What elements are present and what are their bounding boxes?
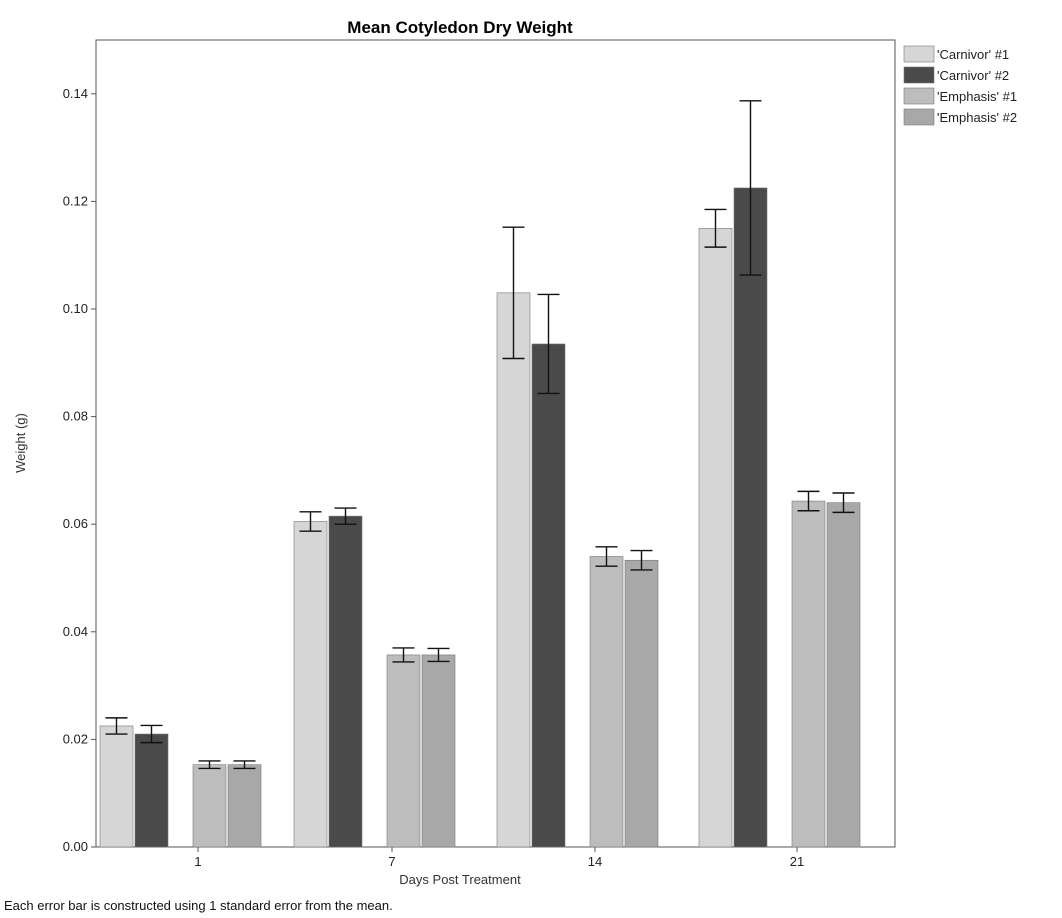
- y-axis: 0.00 0.02 0.04 0.06 0.08 0.10 0.12 0.14: [63, 86, 96, 854]
- plot-frame: [95, 39, 896, 848]
- y-tick-label: 0.14: [63, 86, 88, 101]
- bar: [99, 725, 134, 848]
- x-axis: 1 7 14 21: [194, 847, 804, 869]
- bar: [826, 502, 861, 848]
- error-bars-group: [105, 100, 855, 770]
- bar: [496, 292, 531, 848]
- bar: [698, 228, 733, 848]
- y-tick-label: 0.00: [63, 839, 88, 854]
- x-tick-label: 7: [388, 854, 395, 869]
- legend-swatch: [903, 66, 935, 84]
- y-tick-label: 0.06: [63, 516, 88, 531]
- y-tick-label: 0.02: [63, 731, 88, 746]
- x-tick-label: 14: [588, 854, 602, 869]
- x-axis-label: Days Post Treatment: [399, 872, 521, 887]
- y-tick-label: 0.12: [63, 193, 88, 208]
- legend-label: 'Emphasis' #2: [937, 110, 1017, 125]
- bar: [293, 521, 328, 848]
- legend-label: 'Carnivor' #1: [937, 47, 1009, 62]
- bar: [134, 733, 169, 848]
- y-tick-label: 0.08: [63, 409, 88, 424]
- bar: [531, 343, 566, 848]
- bar: [589, 556, 624, 848]
- bar: [386, 654, 421, 848]
- bar: [421, 654, 456, 848]
- chart-title: Mean Cotyledon Dry Weight: [347, 18, 573, 37]
- bars-group: [99, 187, 861, 848]
- bar: [624, 559, 659, 848]
- legend-label: 'Emphasis' #1: [937, 89, 1017, 104]
- footnote: Each error bar is constructed using 1 st…: [4, 898, 393, 913]
- y-tick-label: 0.10: [63, 301, 88, 316]
- plot-area: [95, 39, 896, 848]
- bar: [791, 500, 826, 848]
- x-tick-label: 21: [790, 854, 804, 869]
- x-tick-label: 1: [194, 854, 201, 869]
- y-tick-label: 0.04: [63, 624, 88, 639]
- legend-label: 'Carnivor' #2: [937, 68, 1009, 83]
- bar: [733, 187, 768, 848]
- bar: [328, 515, 363, 848]
- y-axis-label: Weight (g): [13, 413, 28, 473]
- legend-swatch: [903, 45, 935, 63]
- bar: [192, 764, 227, 848]
- legend-swatch: [903, 108, 935, 126]
- bar: [227, 764, 262, 848]
- legend-swatch: [903, 87, 935, 105]
- legend: 'Carnivor' #1 'Carnivor' #2 'Emphasis' #1 '…: [903, 45, 1017, 126]
